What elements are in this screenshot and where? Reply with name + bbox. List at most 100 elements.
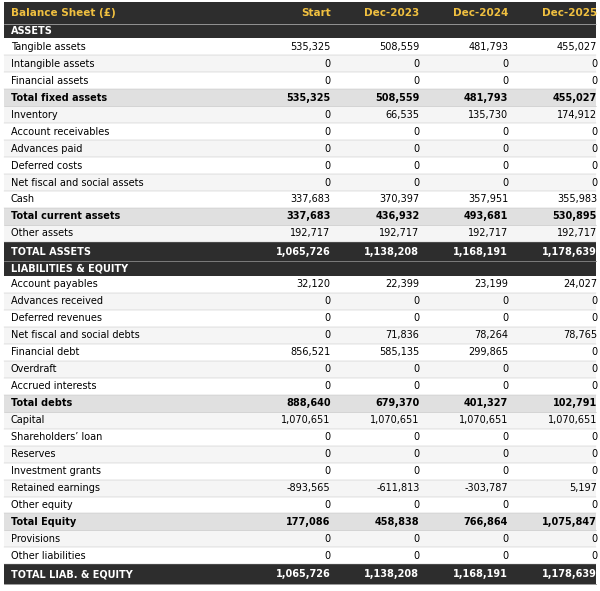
Text: 0: 0 — [591, 534, 597, 544]
Text: 0: 0 — [325, 76, 331, 86]
Bar — [4, 327, 596, 344]
Bar — [4, 514, 596, 531]
Text: 1,070,651: 1,070,651 — [281, 415, 331, 425]
Text: 0: 0 — [502, 76, 508, 86]
Text: 1,178,639: 1,178,639 — [542, 569, 597, 579]
Bar — [4, 208, 596, 225]
Text: Retained earnings: Retained earnings — [11, 483, 100, 493]
Text: 0: 0 — [502, 296, 508, 306]
Text: Net fiscal and social assets: Net fiscal and social assets — [11, 177, 143, 187]
Text: 1,138,208: 1,138,208 — [364, 569, 419, 579]
Text: 0: 0 — [413, 161, 419, 171]
Text: 1,178,639: 1,178,639 — [542, 246, 597, 256]
Text: Total Equity: Total Equity — [11, 517, 76, 527]
Text: 0: 0 — [502, 381, 508, 391]
Text: 0: 0 — [325, 313, 331, 323]
Text: 355,983: 355,983 — [557, 194, 597, 204]
Text: 0: 0 — [325, 177, 331, 187]
Bar — [4, 361, 596, 378]
Text: 78,765: 78,765 — [563, 330, 597, 340]
Text: 0: 0 — [502, 500, 508, 510]
Bar — [4, 428, 596, 446]
Text: Dec-2025: Dec-2025 — [542, 8, 597, 18]
Text: 481,793: 481,793 — [464, 93, 508, 103]
Text: 0: 0 — [413, 364, 419, 374]
Text: Financial assets: Financial assets — [11, 76, 88, 86]
Text: 0: 0 — [591, 161, 597, 171]
Text: 0: 0 — [325, 330, 331, 340]
Text: 766,864: 766,864 — [464, 517, 508, 527]
Bar — [4, 412, 596, 428]
Text: Total fixed assets: Total fixed assets — [11, 93, 107, 103]
Text: 0: 0 — [591, 348, 597, 357]
Bar — [4, 261, 596, 276]
Text: 535,325: 535,325 — [290, 42, 331, 52]
Text: 0: 0 — [413, 76, 419, 86]
Bar — [4, 276, 596, 293]
Text: 0: 0 — [325, 466, 331, 476]
Text: 0: 0 — [502, 161, 508, 171]
Text: Other assets: Other assets — [11, 229, 73, 238]
Bar — [4, 157, 596, 174]
Bar — [4, 174, 596, 191]
Text: 0: 0 — [325, 551, 331, 561]
Text: 5,197: 5,197 — [569, 483, 597, 493]
Text: Financial debt: Financial debt — [11, 348, 79, 357]
Text: Other equity: Other equity — [11, 500, 73, 510]
Text: 0: 0 — [502, 126, 508, 137]
Text: 0: 0 — [413, 126, 419, 137]
Text: 1,065,726: 1,065,726 — [276, 569, 331, 579]
Text: 1,065,726: 1,065,726 — [276, 246, 331, 256]
Text: 0: 0 — [325, 161, 331, 171]
Text: Overdraft: Overdraft — [11, 364, 58, 374]
Text: Balance Sheet (£): Balance Sheet (£) — [11, 8, 116, 18]
Text: 0: 0 — [591, 381, 597, 391]
Text: 0: 0 — [413, 466, 419, 476]
Text: Shareholders’ loan: Shareholders’ loan — [11, 432, 102, 442]
Bar — [4, 72, 596, 89]
Text: Total current assets: Total current assets — [11, 212, 120, 222]
Text: 0: 0 — [413, 500, 419, 510]
Text: 0: 0 — [413, 296, 419, 306]
Text: 0: 0 — [325, 449, 331, 459]
Text: Account payables: Account payables — [11, 280, 98, 290]
Bar — [4, 191, 596, 208]
Text: 0: 0 — [502, 59, 508, 69]
Bar — [4, 123, 596, 140]
Text: 0: 0 — [325, 144, 331, 154]
Text: TOTAL ASSETS: TOTAL ASSETS — [11, 246, 91, 256]
Text: 0: 0 — [502, 432, 508, 442]
Text: Reserves: Reserves — [11, 449, 55, 459]
Text: 0: 0 — [591, 551, 597, 561]
Text: LIABILITIES & EQUITY: LIABILITIES & EQUITY — [11, 264, 128, 274]
Text: 66,535: 66,535 — [385, 110, 419, 119]
Text: 888,640: 888,640 — [286, 398, 331, 408]
Bar — [4, 344, 596, 361]
Text: 192,717: 192,717 — [468, 229, 508, 238]
Text: 0: 0 — [502, 313, 508, 323]
Text: Other liabilities: Other liabilities — [11, 551, 85, 561]
Bar — [4, 547, 596, 564]
Text: 299,865: 299,865 — [468, 348, 508, 357]
Text: 0: 0 — [325, 110, 331, 119]
Text: 530,895: 530,895 — [553, 212, 597, 222]
Text: 0: 0 — [413, 177, 419, 187]
Text: 370,397: 370,397 — [379, 194, 419, 204]
Bar — [4, 463, 596, 479]
Text: 0: 0 — [591, 296, 597, 306]
Text: 455,027: 455,027 — [553, 93, 597, 103]
Bar — [4, 24, 596, 38]
Text: 1,070,651: 1,070,651 — [548, 415, 597, 425]
Text: 0: 0 — [413, 59, 419, 69]
Text: 32,120: 32,120 — [296, 280, 331, 290]
Text: 1,075,847: 1,075,847 — [542, 517, 597, 527]
Text: 458,838: 458,838 — [375, 517, 419, 527]
Text: 24,027: 24,027 — [563, 280, 597, 290]
Text: 0: 0 — [413, 144, 419, 154]
Text: 0: 0 — [502, 364, 508, 374]
Text: Tangible assets: Tangible assets — [11, 42, 86, 52]
Text: 0: 0 — [502, 534, 508, 544]
Bar — [4, 310, 596, 327]
Text: 535,325: 535,325 — [286, 93, 331, 103]
Text: 357,951: 357,951 — [468, 194, 508, 204]
